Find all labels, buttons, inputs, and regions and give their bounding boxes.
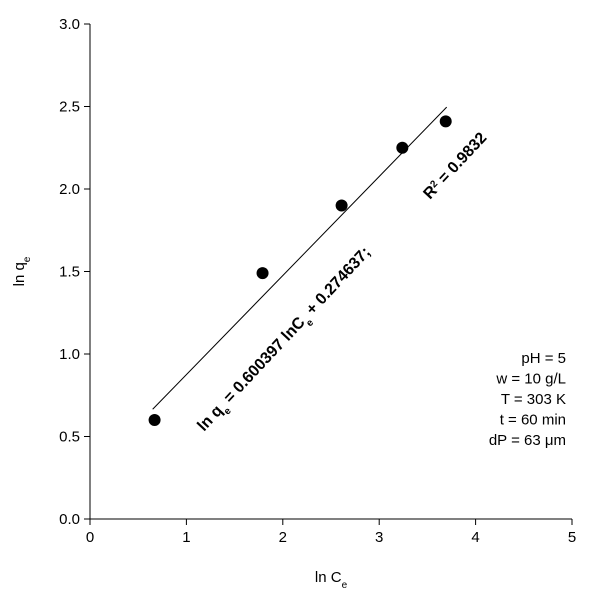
- y-axis-label: ln qe: [11, 256, 33, 286]
- condition: T = 303 K: [501, 391, 566, 408]
- text-part: + 0.274637;: [300, 244, 374, 322]
- text-part: = 0.9832: [432, 129, 490, 190]
- y-tick-label: 3.0: [59, 16, 80, 33]
- y-tick-label: 0.0: [59, 511, 80, 528]
- point: [148, 414, 161, 426]
- y-tick-label: 1.5: [59, 264, 80, 281]
- condition: pH = 5: [521, 350, 566, 367]
- condition: t = 60 min: [500, 412, 566, 429]
- fit-line: [152, 106, 448, 410]
- script-text: e: [342, 580, 348, 591]
- x-axis-label: ln Ce: [315, 569, 348, 591]
- text-part: ln q: [11, 262, 28, 286]
- x-tick-label: 2: [279, 529, 287, 546]
- script-text: e: [222, 405, 234, 417]
- point: [256, 267, 269, 280]
- point: [439, 115, 452, 128]
- script-text: e: [22, 256, 33, 262]
- y-tick-label: 2.5: [59, 99, 80, 116]
- x-tick-label: 4: [471, 529, 479, 546]
- r-squared: R2 = 0.9832: [420, 129, 490, 203]
- script-text: 2: [428, 178, 440, 190]
- condition: dP = 63 μm: [489, 432, 566, 449]
- y-tick-label: 2.0: [59, 181, 80, 198]
- point: [396, 141, 409, 154]
- condition: w = 10 g/L: [495, 371, 566, 388]
- text-part: ln C: [315, 569, 342, 586]
- x-tick-label: 5: [568, 529, 576, 546]
- point: [335, 199, 348, 212]
- x-tick-label: 3: [375, 529, 383, 546]
- script-text: e: [304, 317, 316, 329]
- x-tick-label: 0: [86, 529, 94, 546]
- x-tick-label: 1: [182, 529, 190, 546]
- y-tick-label: 0.5: [59, 429, 80, 446]
- text-part: ln q: [194, 402, 226, 434]
- y-tick-label: 1.0: [59, 346, 80, 363]
